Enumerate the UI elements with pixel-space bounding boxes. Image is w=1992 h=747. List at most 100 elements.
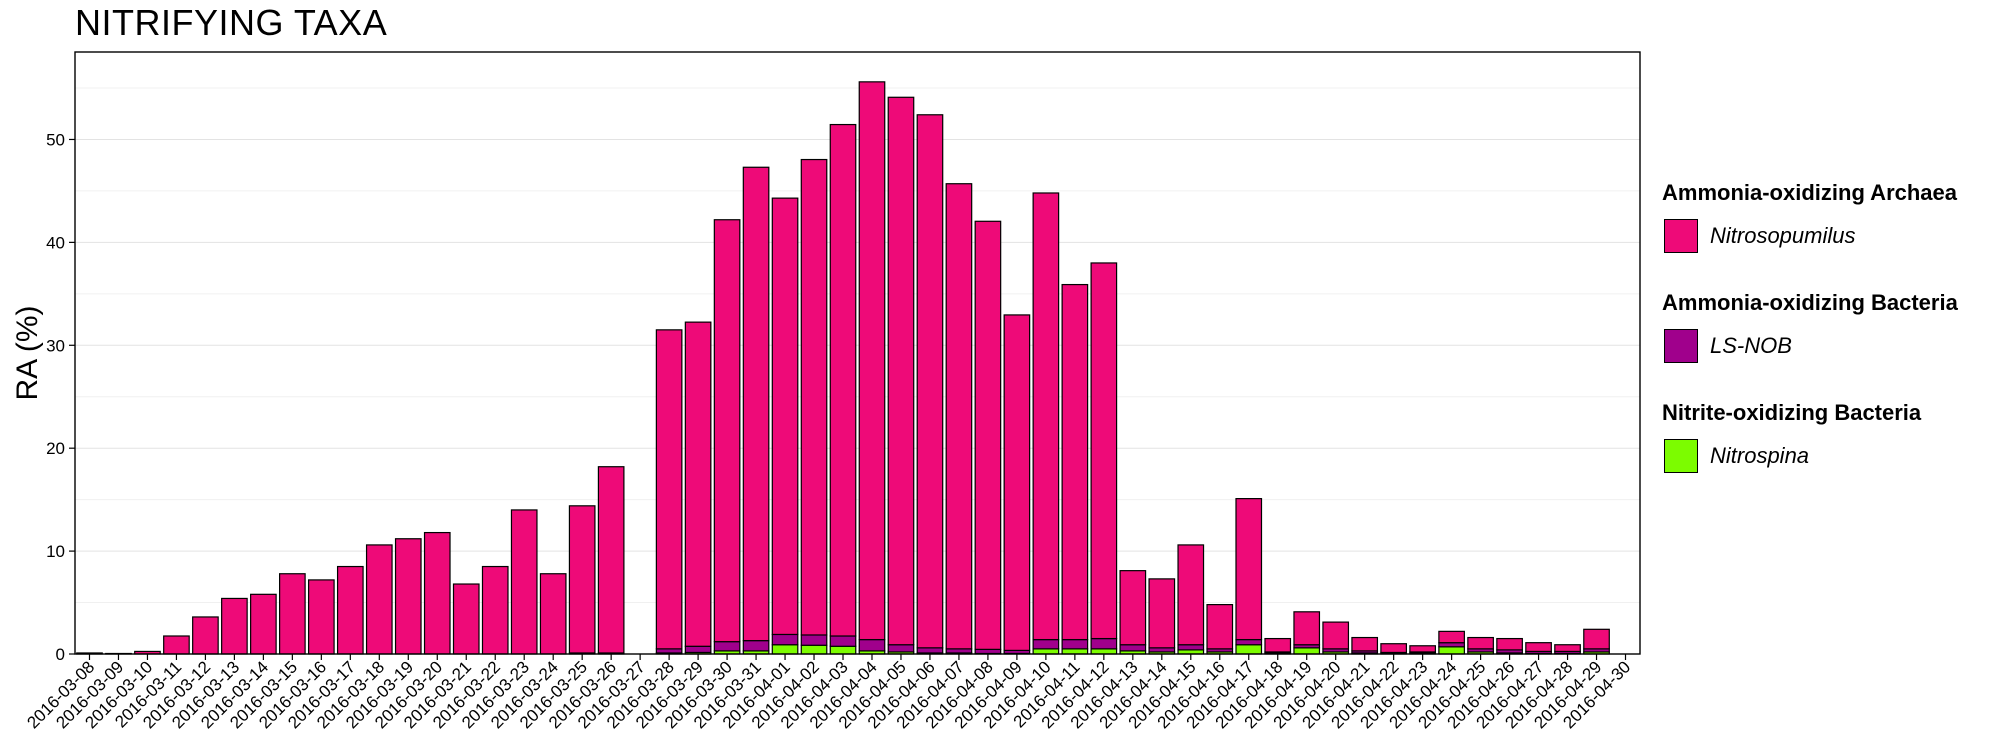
bar-nitrosopumilus xyxy=(1554,644,1581,653)
legend-label: LS-NOB xyxy=(1710,333,1792,358)
bar-ls-nob xyxy=(916,647,944,654)
bar-nitrosopumilus xyxy=(887,96,915,646)
bar-nitrosopumilus xyxy=(481,565,509,655)
bar-nitrosopumilus xyxy=(1090,262,1118,640)
bar-nitrosopumilus xyxy=(1293,611,1321,646)
bar-nitrosopumilus xyxy=(1206,604,1234,650)
bar-nitrospina xyxy=(1293,647,1321,655)
legend-item-nitrosopumilus: Nitrosopumilus xyxy=(1662,216,1992,256)
bar-nitrosopumilus xyxy=(539,573,567,655)
bar-nitrosopumilus xyxy=(1148,578,1176,649)
bar-nitrosopumilus xyxy=(858,81,886,641)
bar-nitrospina xyxy=(1032,648,1060,655)
bar-nitrospina xyxy=(800,644,828,655)
bar-ls-nob xyxy=(1032,638,1060,650)
bar-ls-nob xyxy=(945,648,973,654)
bar-ls-nob xyxy=(713,641,741,652)
bar-ls-nob xyxy=(829,635,857,647)
bar-nitrosopumilus xyxy=(307,579,335,655)
bar-nitrosopumilus xyxy=(974,220,1002,650)
bar-nitrosopumilus xyxy=(1351,636,1379,652)
bar-nitrosopumilus xyxy=(1322,621,1350,650)
bar-ls-nob xyxy=(1061,638,1089,650)
bar-nitrosopumilus xyxy=(1032,192,1060,641)
bar-nitrosopumilus xyxy=(221,597,248,655)
bar-ls-nob xyxy=(887,644,915,653)
bar-nitrosopumilus xyxy=(1264,637,1292,653)
bar-ls-nob xyxy=(1438,642,1465,648)
bar-nitrosopumilus xyxy=(423,531,451,655)
bar-ls-nob xyxy=(1177,644,1205,651)
bar-nitrosopumilus xyxy=(192,616,219,655)
legend-group-title: Ammonia-oxidizing Archaea xyxy=(1662,180,1958,205)
legend-group-nob: Nitrite-oxidizing Bacteria Nitrospina xyxy=(1662,400,1992,476)
bar-nitrosopumilus xyxy=(655,329,683,650)
legend-group-title: Nitrite-oxidizing Bacteria xyxy=(1662,400,1922,425)
bar-nitrosopumilus xyxy=(452,583,480,655)
legend-swatch xyxy=(1664,439,1698,473)
bar-ls-nob xyxy=(1119,644,1147,652)
bar-nitrosopumilus xyxy=(365,544,393,655)
bar-nitrosopumilus xyxy=(829,123,857,637)
bar-nitrosopumilus xyxy=(394,538,422,655)
legend-group-aob: Ammonia-oxidizing Bacteria LS-NOB xyxy=(1662,290,1992,366)
bar-nitrosopumilus xyxy=(336,565,364,655)
bar-nitrospina xyxy=(1090,648,1118,655)
bar-nitrosopumilus xyxy=(771,197,799,636)
bar-ls-nob xyxy=(684,645,712,654)
bar-nitrospina xyxy=(1061,648,1089,655)
legend: Ammonia-oxidizing Archaea Nitrosopumilus… xyxy=(1662,180,1992,510)
bar-ls-nob xyxy=(1090,637,1118,650)
bar-ls-nob xyxy=(974,648,1002,655)
bar-nitrosopumilus xyxy=(163,635,190,655)
bar-nitrosopumilus xyxy=(1438,630,1465,644)
bar-nitrosopumilus xyxy=(1003,314,1031,651)
legend-label: Nitrospina xyxy=(1710,443,1810,468)
legend-swatch xyxy=(1664,329,1698,363)
bar-nitrospina xyxy=(829,645,857,655)
bar-nitrosopumilus xyxy=(279,573,306,655)
bar-nitrosopumilus xyxy=(1467,636,1494,650)
y-tick-label: 0 xyxy=(56,645,65,664)
bar-nitrospina xyxy=(1438,646,1465,655)
bar-nitrosopumilus xyxy=(250,593,277,655)
bar-nitrosopumilus xyxy=(945,183,973,650)
bar-nitrosopumilus xyxy=(713,219,741,643)
y-tick-label: 40 xyxy=(46,233,65,252)
bar-nitrosopumilus xyxy=(1380,643,1408,654)
bar-ls-nob xyxy=(742,640,770,652)
bar-nitrosopumilus xyxy=(684,321,712,647)
legend-label: Nitrosopumilus xyxy=(1710,223,1856,248)
legend-item-nitrospina: Nitrospina xyxy=(1662,436,1992,476)
bar-nitrospina xyxy=(771,644,799,655)
y-tick-label: 30 xyxy=(46,336,65,355)
chart-title: NITRIFYING TAXA xyxy=(75,2,388,43)
bar-nitrosopumilus xyxy=(1525,642,1552,653)
legend-group-archaea: Ammonia-oxidizing Archaea Nitrosopumilus xyxy=(1662,180,1992,256)
bar-nitrosopumilus xyxy=(1119,570,1147,646)
bar-ls-nob xyxy=(1235,638,1263,646)
bar-nitrosopumilus xyxy=(568,505,596,654)
bar-nitrospina xyxy=(1235,644,1263,655)
bar-nitrosopumilus xyxy=(800,158,828,636)
bar-nitrosopumilus xyxy=(916,114,944,649)
y-tick-label: 20 xyxy=(46,439,65,458)
legend-item-ls-nob: LS-NOB xyxy=(1662,326,1992,366)
bar-nitrosopumilus xyxy=(742,166,770,642)
bar-nitrosopumilus xyxy=(510,509,538,655)
bar-nitrosopumilus xyxy=(1061,283,1089,641)
y-tick-label: 10 xyxy=(46,542,65,561)
y-axis-label: RA (%) xyxy=(11,305,44,400)
bar-nitrosopumilus xyxy=(1583,628,1610,650)
bar-ls-nob xyxy=(1148,647,1176,653)
bar-nitrosopumilus xyxy=(1409,645,1436,653)
bar-ls-nob xyxy=(771,633,799,646)
bar-ls-nob xyxy=(655,648,683,654)
bar-nitrosopumilus xyxy=(1496,637,1523,651)
bar-nitrosopumilus xyxy=(597,466,625,654)
plot-frame xyxy=(74,51,1641,655)
y-tick-label: 50 xyxy=(46,130,65,149)
bar-ls-nob xyxy=(858,638,886,652)
bar-nitrosopumilus xyxy=(1235,498,1263,641)
